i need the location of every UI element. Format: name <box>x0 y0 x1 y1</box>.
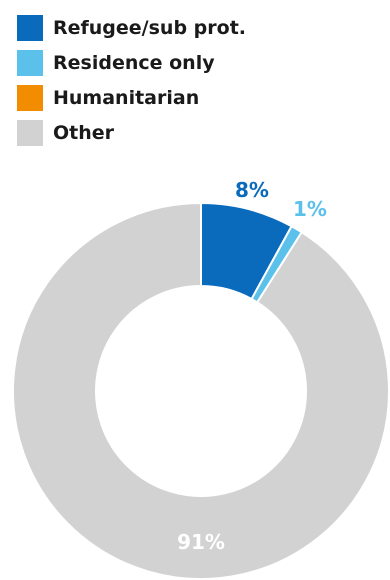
legend-swatch-residence <box>17 49 43 76</box>
legend-swatch-other <box>17 119 43 146</box>
legend-label-humanitarian: Humanitarian <box>53 86 200 109</box>
donut-slice-3 <box>12 201 390 580</box>
legend-item-refugee: Refugee/sub prot. <box>17 10 246 45</box>
legend-label-residence: Residence only <box>53 51 215 74</box>
legend-label-refugee: Refugee/sub prot. <box>53 16 246 39</box>
legend-item-other: Other <box>17 115 246 150</box>
chart-legend: Refugee/sub prot. Residence only Humanit… <box>17 10 246 150</box>
legend-label-other: Other <box>53 121 115 144</box>
data-label-3: 91% <box>177 530 225 554</box>
legend-swatch-refugee <box>17 14 43 41</box>
data-label-0: 8% <box>235 178 269 202</box>
data-label-1: 1% <box>293 197 327 221</box>
legend-item-residence: Residence only <box>17 45 246 80</box>
legend-swatch-humanitarian <box>17 84 43 111</box>
legend-item-humanitarian: Humanitarian <box>17 80 246 115</box>
